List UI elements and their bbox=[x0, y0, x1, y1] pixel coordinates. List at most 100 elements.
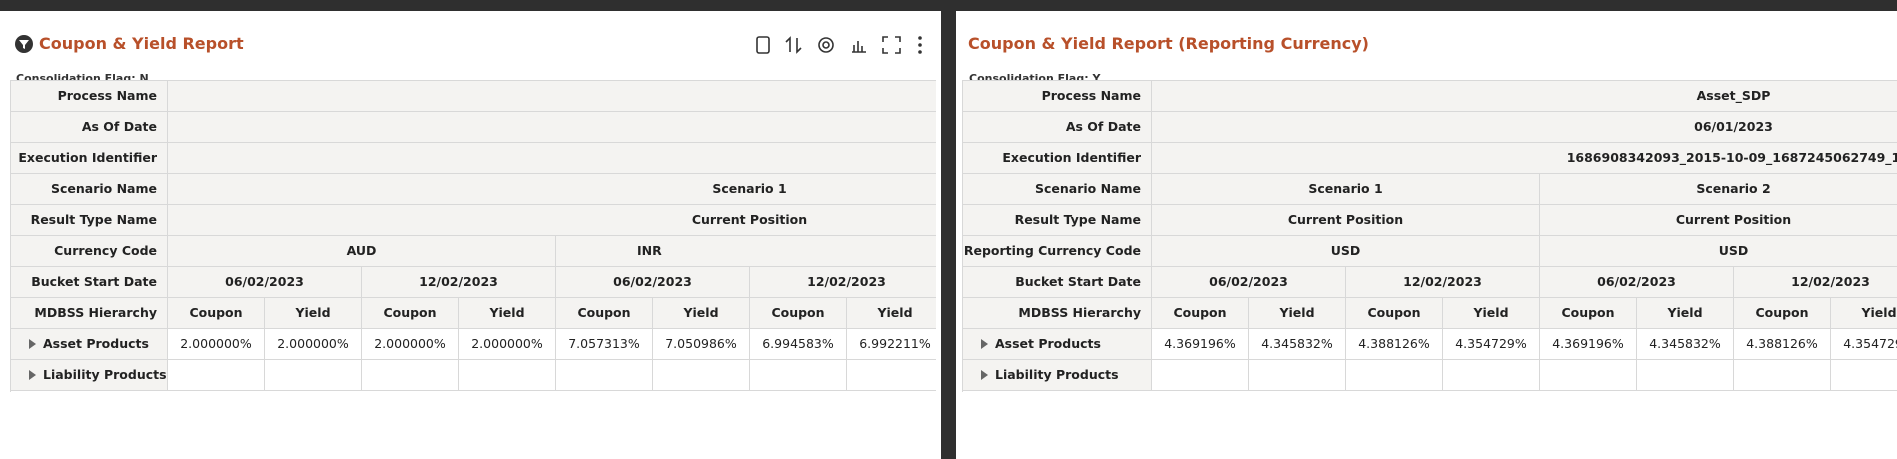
row-label: Asset Products bbox=[11, 329, 168, 360]
row-label: Execution Identifier bbox=[11, 143, 168, 174]
row-label: MDBSS Hierarchy bbox=[11, 298, 168, 329]
sort-icon[interactable] bbox=[785, 36, 802, 54]
row-label: Reporting Currency Code bbox=[963, 236, 1152, 267]
header-cell: Current Position bbox=[1152, 205, 1540, 236]
header-cell: Yield bbox=[1637, 298, 1734, 329]
value-cell: 7.057313% bbox=[556, 329, 653, 360]
value-cell: 2.000000% bbox=[459, 329, 556, 360]
value-cell bbox=[1152, 360, 1249, 391]
header-cell: 12/02/2023 bbox=[362, 267, 556, 298]
value-cell: 2.000000% bbox=[362, 329, 459, 360]
header-cell: Yield bbox=[459, 298, 556, 329]
value-cell bbox=[847, 360, 936, 391]
panel-title: Coupon & Yield Report bbox=[39, 34, 244, 53]
header-cell: Asset_SDP bbox=[1152, 81, 1897, 112]
expand-toggle[interactable] bbox=[29, 370, 36, 380]
header-cell: Coupon bbox=[750, 298, 847, 329]
header-cell: 06/02/2023 bbox=[1152, 267, 1346, 298]
value-cell bbox=[168, 360, 265, 391]
report-panel: Coupon & Yield Report (Reporting Currenc… bbox=[956, 11, 1897, 459]
report-panel: Coupon & Yield Report Consolidation Flag… bbox=[0, 11, 941, 459]
header-cell: Coupon bbox=[1346, 298, 1443, 329]
value-cell bbox=[1831, 360, 1897, 391]
header-cell: Current Position bbox=[1540, 205, 1897, 236]
row-label: Currency Code bbox=[11, 236, 168, 267]
header-cell: INR bbox=[556, 236, 936, 267]
menu-icon[interactable] bbox=[918, 36, 922, 54]
header-cell: 06/01/2023 bbox=[1152, 112, 1897, 143]
row-label: As Of Date bbox=[963, 112, 1152, 143]
header-cell: 12/02/2023 bbox=[1346, 267, 1540, 298]
header-cell bbox=[168, 81, 936, 112]
filter-icon[interactable] bbox=[14, 34, 34, 54]
header-cell: Current Position bbox=[168, 205, 936, 236]
expand-toggle[interactable] bbox=[29, 339, 36, 349]
header-cell: Coupon bbox=[168, 298, 265, 329]
value-cell: 7.050986% bbox=[653, 329, 750, 360]
header-cell: Yield bbox=[1831, 298, 1897, 329]
value-cell bbox=[1734, 360, 1831, 391]
header-cell: AUD bbox=[168, 236, 556, 267]
header-cell: Coupon bbox=[556, 298, 653, 329]
header-cell: Yield bbox=[1443, 298, 1540, 329]
row-label: Scenario Name bbox=[963, 174, 1152, 205]
panel-title: Coupon & Yield Report (Reporting Currenc… bbox=[968, 34, 1369, 53]
chart-icon[interactable] bbox=[852, 41, 866, 53]
row-label: Liability Products bbox=[11, 360, 168, 391]
value-cell bbox=[750, 360, 847, 391]
value-cell: 4.369196% bbox=[1152, 329, 1249, 360]
target-icon[interactable] bbox=[818, 37, 834, 53]
header-cell: 12/02/2023 bbox=[1734, 267, 1897, 298]
row-label: Result Type Name bbox=[11, 205, 168, 236]
value-cell: 4.345832% bbox=[1637, 329, 1734, 360]
header-cell bbox=[168, 112, 936, 143]
header-cell: USD bbox=[1152, 236, 1540, 267]
header-cell: Scenario 2 bbox=[1540, 174, 1897, 205]
value-cell bbox=[1249, 360, 1346, 391]
value-cell: 4.369196% bbox=[1540, 329, 1637, 360]
value-cell: 4.388126% bbox=[1734, 329, 1831, 360]
row-label: Liability Products bbox=[963, 360, 1152, 391]
value-cell bbox=[1540, 360, 1637, 391]
value-cell bbox=[1637, 360, 1734, 391]
value-cell bbox=[556, 360, 653, 391]
row-label: MDBSS Hierarchy bbox=[963, 298, 1152, 329]
header-cell: Yield bbox=[847, 298, 936, 329]
row-label: Asset Products bbox=[963, 329, 1152, 360]
row-label: Execution Identifier bbox=[963, 143, 1152, 174]
header-cell: 06/02/2023 bbox=[1540, 267, 1734, 298]
header-cell: USD bbox=[1540, 236, 1897, 267]
value-cell bbox=[265, 360, 362, 391]
value-cell bbox=[1346, 360, 1443, 391]
export-icon[interactable] bbox=[756, 36, 770, 54]
expand-toggle[interactable] bbox=[981, 370, 988, 380]
value-cell: 4.354729% bbox=[1831, 329, 1897, 360]
header-cell: Coupon bbox=[362, 298, 459, 329]
row-label: Bucket Start Date bbox=[963, 267, 1152, 298]
value-cell: 2.000000% bbox=[168, 329, 265, 360]
header-cell: Scenario 1 bbox=[168, 174, 936, 205]
value-cell bbox=[362, 360, 459, 391]
toolbar bbox=[756, 36, 922, 54]
row-label: Scenario Name bbox=[11, 174, 168, 205]
header-cell: Yield bbox=[265, 298, 362, 329]
header-cell bbox=[168, 143, 936, 174]
expand-toggle[interactable] bbox=[981, 339, 988, 349]
header-cell: 12/02/2023 bbox=[750, 267, 936, 298]
value-cell: 4.388126% bbox=[1346, 329, 1443, 360]
header-cell: Coupon bbox=[1540, 298, 1637, 329]
header-cell: Yield bbox=[653, 298, 750, 329]
report-table: Process Name Asset_SDP As Of Date 06/01/202… bbox=[962, 80, 1897, 392]
header-cell: 06/02/2023 bbox=[556, 267, 750, 298]
value-cell bbox=[459, 360, 556, 391]
report-table: Process Name As Of Date Execution Identifi… bbox=[10, 80, 936, 392]
row-label: Process Name bbox=[963, 81, 1152, 112]
expand-icon[interactable] bbox=[882, 36, 901, 54]
value-cell: 2.000000% bbox=[265, 329, 362, 360]
header-cell: 1686908342093_2015-10-09_1687245062749_1 bbox=[1152, 143, 1897, 174]
value-cell: 4.354729% bbox=[1443, 329, 1540, 360]
header-cell: Yield bbox=[1249, 298, 1346, 329]
row-label: Bucket Start Date bbox=[11, 267, 168, 298]
value-cell bbox=[653, 360, 750, 391]
